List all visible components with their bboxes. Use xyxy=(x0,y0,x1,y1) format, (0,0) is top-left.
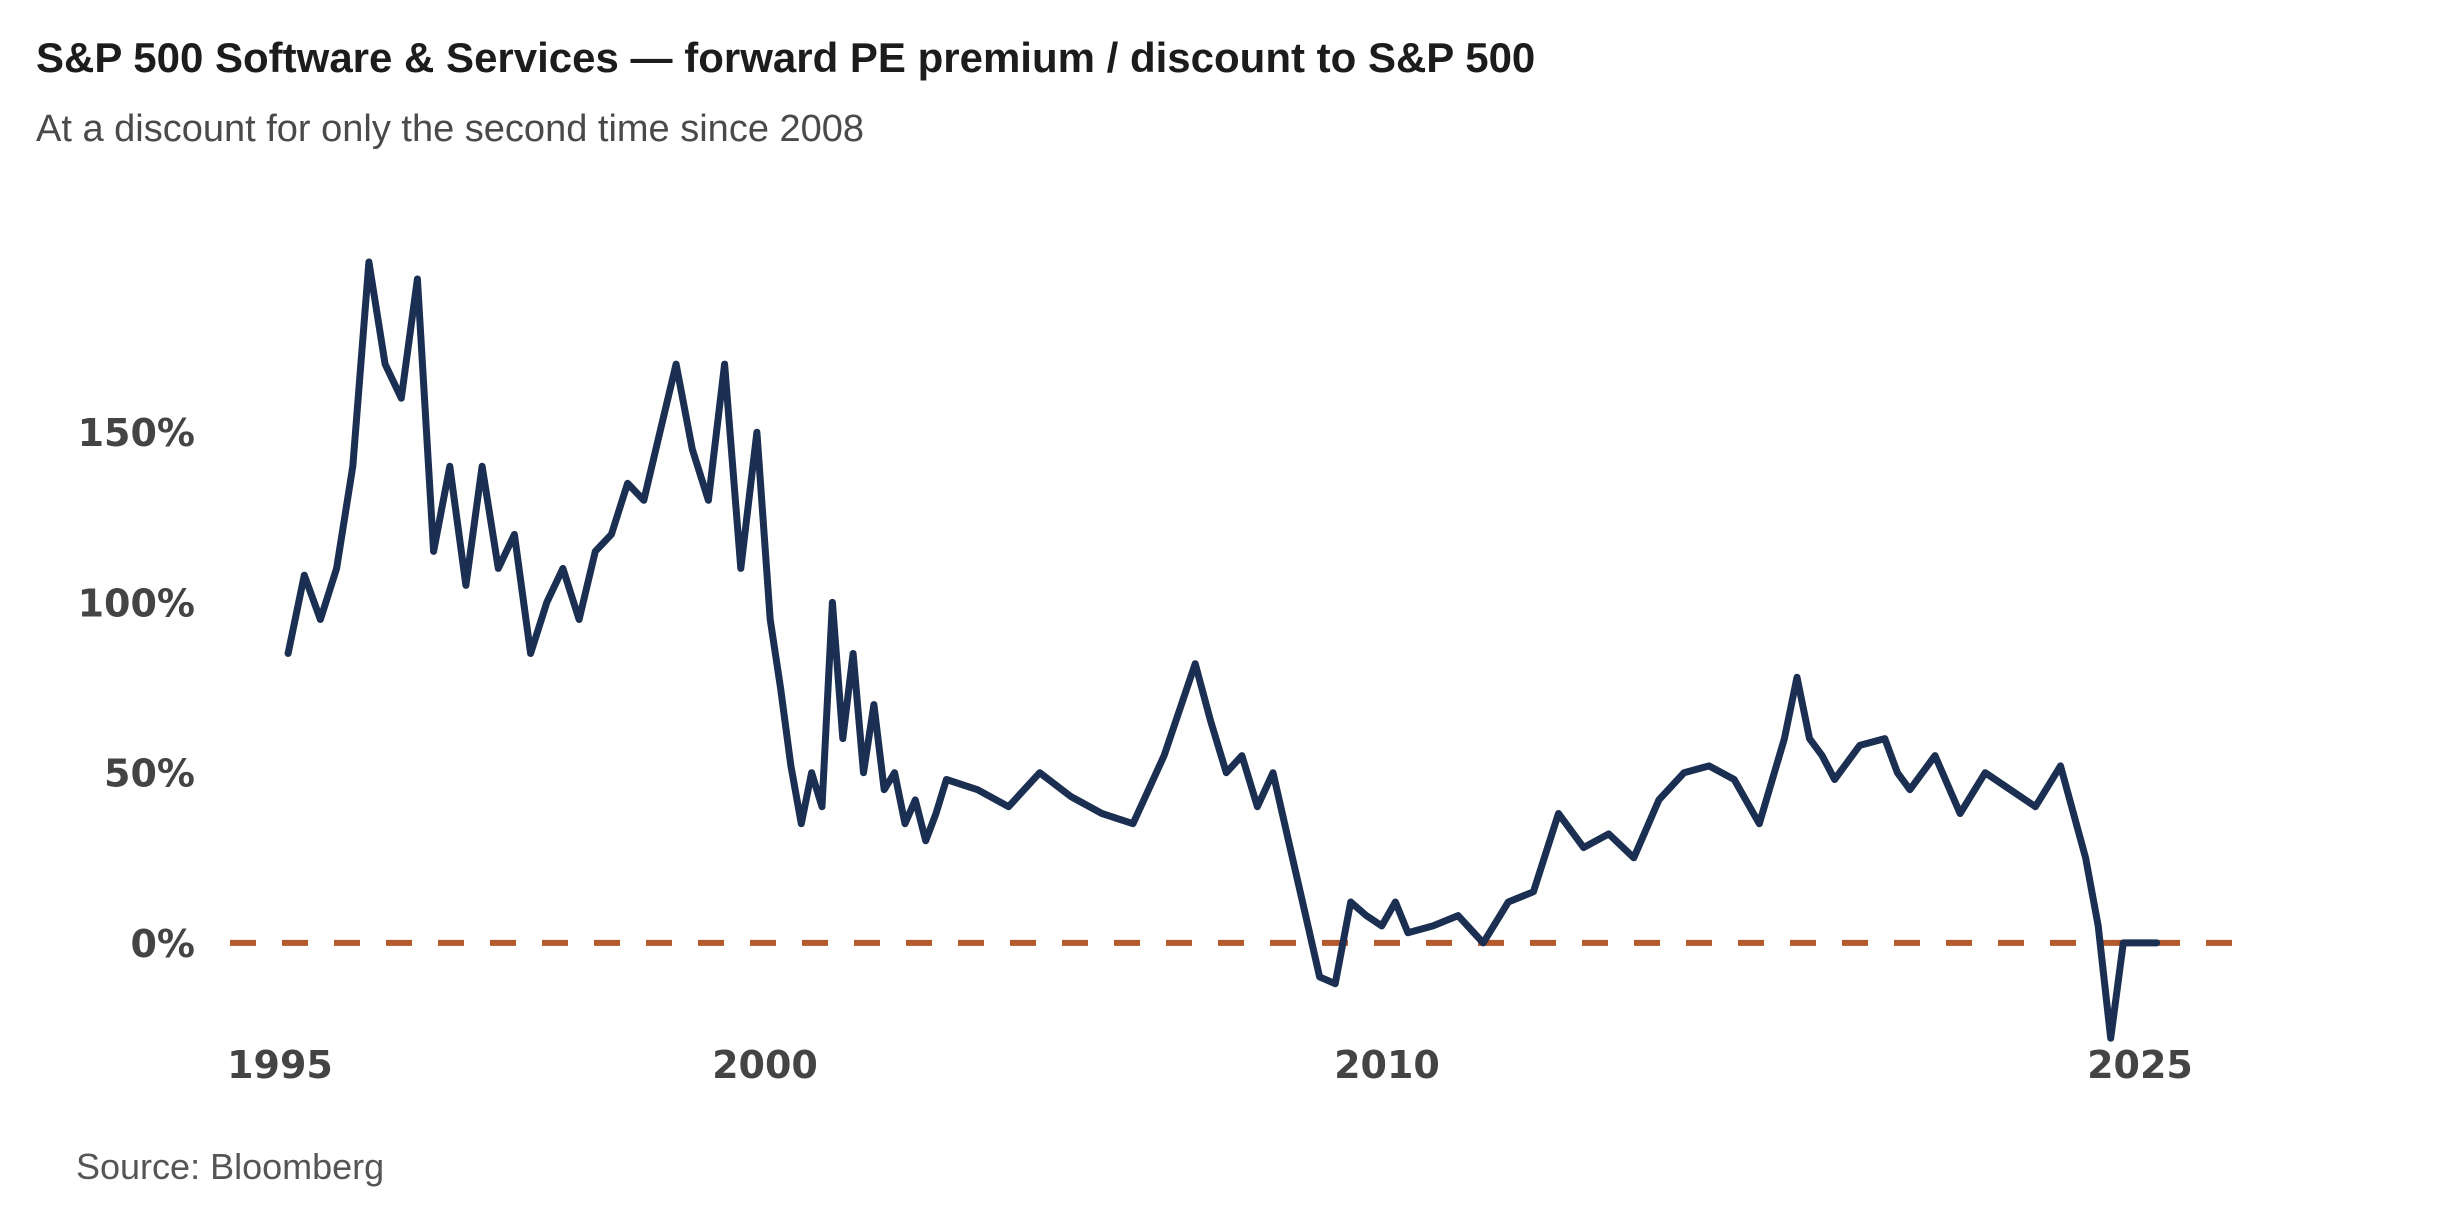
x-tick-label: 2000 xyxy=(712,1043,818,1087)
y-tick-label: 50% xyxy=(104,752,195,796)
series-line xyxy=(284,258,2161,1042)
x-tick-label: 2025 xyxy=(2087,1043,2193,1087)
chart-title: S&P 500 Software & Services — forward PE… xyxy=(36,34,1536,81)
x-tick-label: 1995 xyxy=(227,1043,333,1087)
source-note: Source: Bloomberg xyxy=(76,1146,385,1187)
chart-subtitle: At a discount for only the second time s… xyxy=(36,108,865,150)
x-tick-label: 2010 xyxy=(1334,1043,1440,1087)
y-tick-label: 150% xyxy=(78,411,195,455)
y-tick-label: 100% xyxy=(78,581,195,625)
y-tick-label: 0% xyxy=(130,922,195,966)
